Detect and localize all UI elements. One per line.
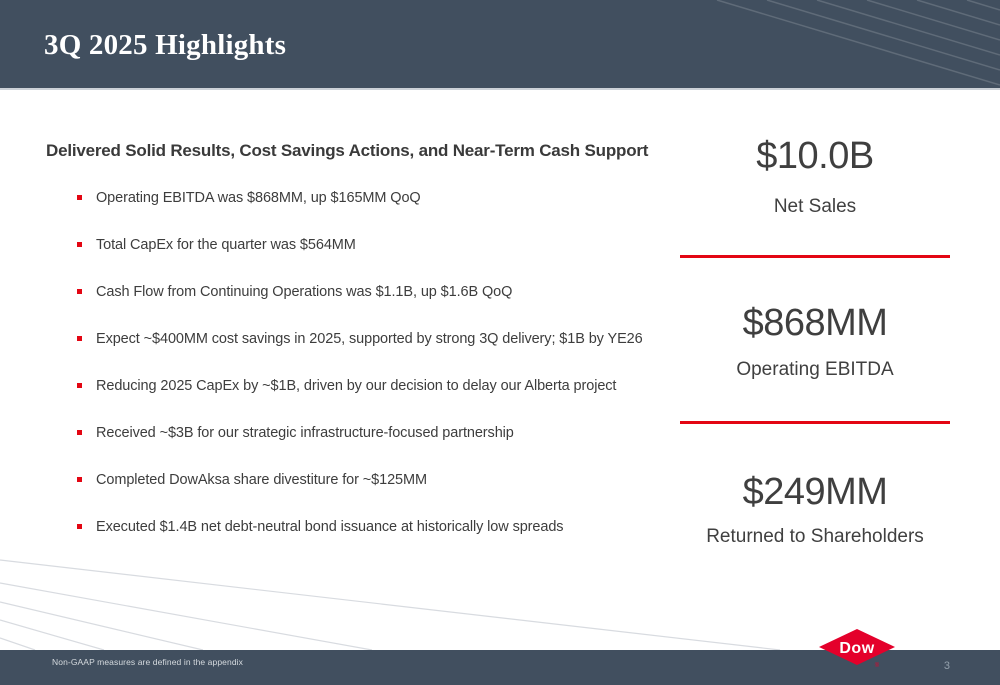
list-item: Total CapEx for the quarter was $564MM <box>77 221 667 268</box>
list-item: Completed DowAksa share divestiture for … <box>77 456 667 503</box>
bullet-marker-icon <box>77 289 82 294</box>
list-item: Cash Flow from Continuing Operations was… <box>77 268 667 315</box>
list-item: Expect ~$400MM cost savings in 2025, sup… <box>77 315 667 362</box>
dow-diamond-icon <box>819 629 895 665</box>
list-item-text: Executed $1.4B net debt-neutral bond iss… <box>96 518 564 535</box>
bullet-marker-icon <box>77 383 82 388</box>
stats-panel: $10.0B Net Sales $868MM Operating EBITDA… <box>680 0 950 650</box>
slide-title: 3Q 2025 Highlights <box>44 29 287 61</box>
bullet-marker-icon <box>77 430 82 435</box>
bullet-marker-icon <box>77 524 82 529</box>
list-item: Executed $1.4B net debt-neutral bond iss… <box>77 503 667 550</box>
stat-divider <box>680 421 950 424</box>
list-item: Operating EBITDA was $868MM, up $165MM Q… <box>77 174 667 221</box>
stat-label: Returned to Shareholders <box>706 526 924 547</box>
footnote: Non-GAAP measures are defined in the app… <box>52 657 243 667</box>
highlights-list: Operating EBITDA was $868MM, up $165MM Q… <box>77 174 667 550</box>
stat-label: Net Sales <box>773 196 857 217</box>
header-bar: 3Q 2025 Highlights <box>0 0 1000 90</box>
stat-divider <box>680 255 950 258</box>
list-item-text: Cash Flow from Continuing Operations was… <box>96 283 513 300</box>
page-number: 3 <box>943 660 950 672</box>
list-item-text: Expect ~$400MM cost savings in 2025, sup… <box>96 330 643 347</box>
stat-label: Operating EBITDA <box>736 359 894 380</box>
dow-logo: Dow ® <box>819 629 895 669</box>
registered-mark: ® <box>875 662 880 669</box>
bullet-marker-icon <box>77 336 82 341</box>
diagonal-lines-decoration <box>0 559 781 650</box>
section-heading: Delivered Solid Results, Cost Savings Ac… <box>46 141 649 160</box>
diagonal-lines-decoration <box>716 0 1000 86</box>
list-item-text: Reducing 2025 CapEx by ~$1B, driven by o… <box>96 377 617 394</box>
bullet-marker-icon <box>77 477 82 482</box>
footer-bar: Non-GAAP measures are defined in the app… <box>0 650 1000 685</box>
bullet-marker-icon <box>77 242 82 247</box>
dow-logo-text: Dow <box>839 640 874 657</box>
stat-value: $868MM <box>742 302 888 344</box>
bullet-marker-icon <box>77 195 82 200</box>
list-item: Reducing 2025 CapEx by ~$1B, driven by o… <box>77 362 667 409</box>
stat-value: $249MM <box>742 471 888 513</box>
list-item-text: Total CapEx for the quarter was $564MM <box>96 236 356 253</box>
list-item-text: Received ~$3B for our strategic infrastr… <box>96 424 514 441</box>
stat-value: $10.0B <box>756 135 874 177</box>
list-item: Received ~$3B for our strategic infrastr… <box>77 409 667 456</box>
list-item-text: Operating EBITDA was $868MM, up $165MM Q… <box>96 189 421 206</box>
list-item-text: Completed DowAksa share divestiture for … <box>96 471 427 488</box>
